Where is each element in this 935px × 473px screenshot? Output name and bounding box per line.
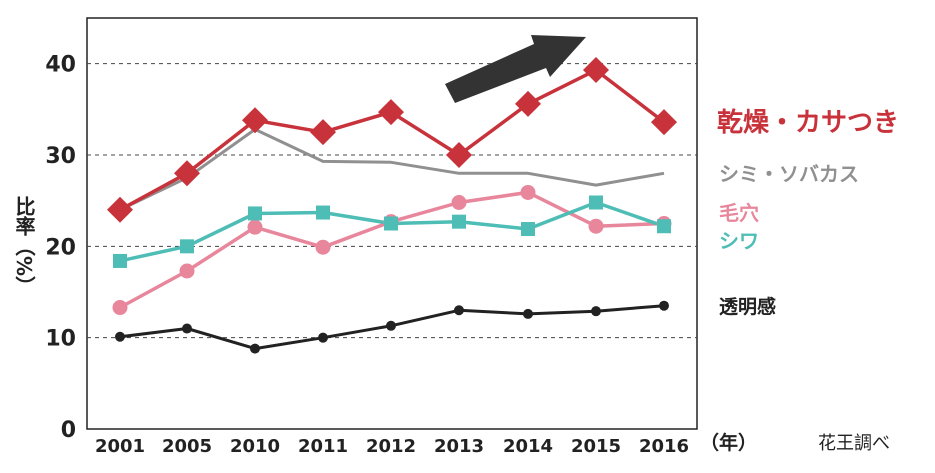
trend-arrow-shape [445, 35, 586, 103]
x-tick-label: 2005 [162, 436, 212, 457]
legend-label: 乾燥・カサつき [717, 108, 899, 138]
x-tick-label: 2010 [230, 436, 280, 457]
data-point [174, 160, 200, 187]
data-point [659, 300, 669, 311]
data-point [589, 195, 603, 210]
legend-label: シミ・ソバカス [719, 162, 859, 186]
data-point [451, 194, 467, 210]
data-point [107, 196, 133, 223]
data-point [182, 323, 192, 334]
x-tick-label: 2014 [503, 436, 553, 457]
x-tick-label: 2001 [95, 436, 145, 457]
y-tick-label: 10 [45, 327, 76, 352]
data-point [386, 320, 396, 331]
data-point [523, 308, 533, 319]
y-tick-label: 20 [45, 235, 76, 260]
x-tick-label: 2013 [434, 436, 484, 457]
data-point [515, 90, 541, 117]
data-point [384, 216, 398, 231]
data-point [248, 206, 262, 221]
legend-label: 毛穴 [719, 201, 759, 225]
y-tick-label: 40 [45, 53, 76, 78]
series-markers [107, 57, 677, 354]
y-axis-label: 比率（%） [12, 196, 36, 296]
trend-arrow [445, 35, 586, 103]
data-point [180, 239, 194, 254]
data-point [583, 57, 609, 84]
y-tick-label: 30 [45, 144, 76, 169]
data-point [446, 142, 472, 168]
data-point [651, 109, 677, 136]
data-point [113, 253, 127, 268]
data-point [378, 99, 404, 126]
data-point [179, 263, 195, 279]
data-point [112, 300, 128, 316]
x-tick-label: 2016 [639, 436, 689, 457]
y-tick-labels: 0 10 20 30 40 [45, 53, 76, 443]
data-point [316, 205, 330, 220]
legend-label: シワ [719, 229, 759, 253]
data-point [657, 219, 671, 234]
x-tick-labels: 2001 2005 2010 2011 2012 2013 2014 2015 2016 [95, 436, 689, 457]
source-note: 花王調べ [818, 433, 890, 454]
data-point [591, 306, 601, 317]
data-point [588, 218, 604, 234]
data-point [242, 107, 268, 134]
data-point [454, 305, 464, 316]
legend-label: 透明感 [719, 295, 776, 318]
x-axis-unit: （年） [700, 431, 757, 454]
data-point [520, 184, 536, 200]
data-point [452, 214, 466, 229]
x-tick-label: 2012 [366, 436, 416, 457]
data-point [250, 343, 260, 354]
y-tick-label: 0 [61, 418, 76, 443]
gridlines [87, 63, 697, 339]
data-point [115, 331, 125, 342]
data-point [310, 119, 336, 146]
data-point [247, 219, 263, 235]
data-point [318, 332, 328, 343]
series-line [119, 127, 665, 212]
data-point [521, 221, 535, 236]
x-tick-label: 2011 [298, 436, 348, 457]
x-tick-label: 2015 [571, 436, 621, 457]
data-point [315, 239, 331, 255]
